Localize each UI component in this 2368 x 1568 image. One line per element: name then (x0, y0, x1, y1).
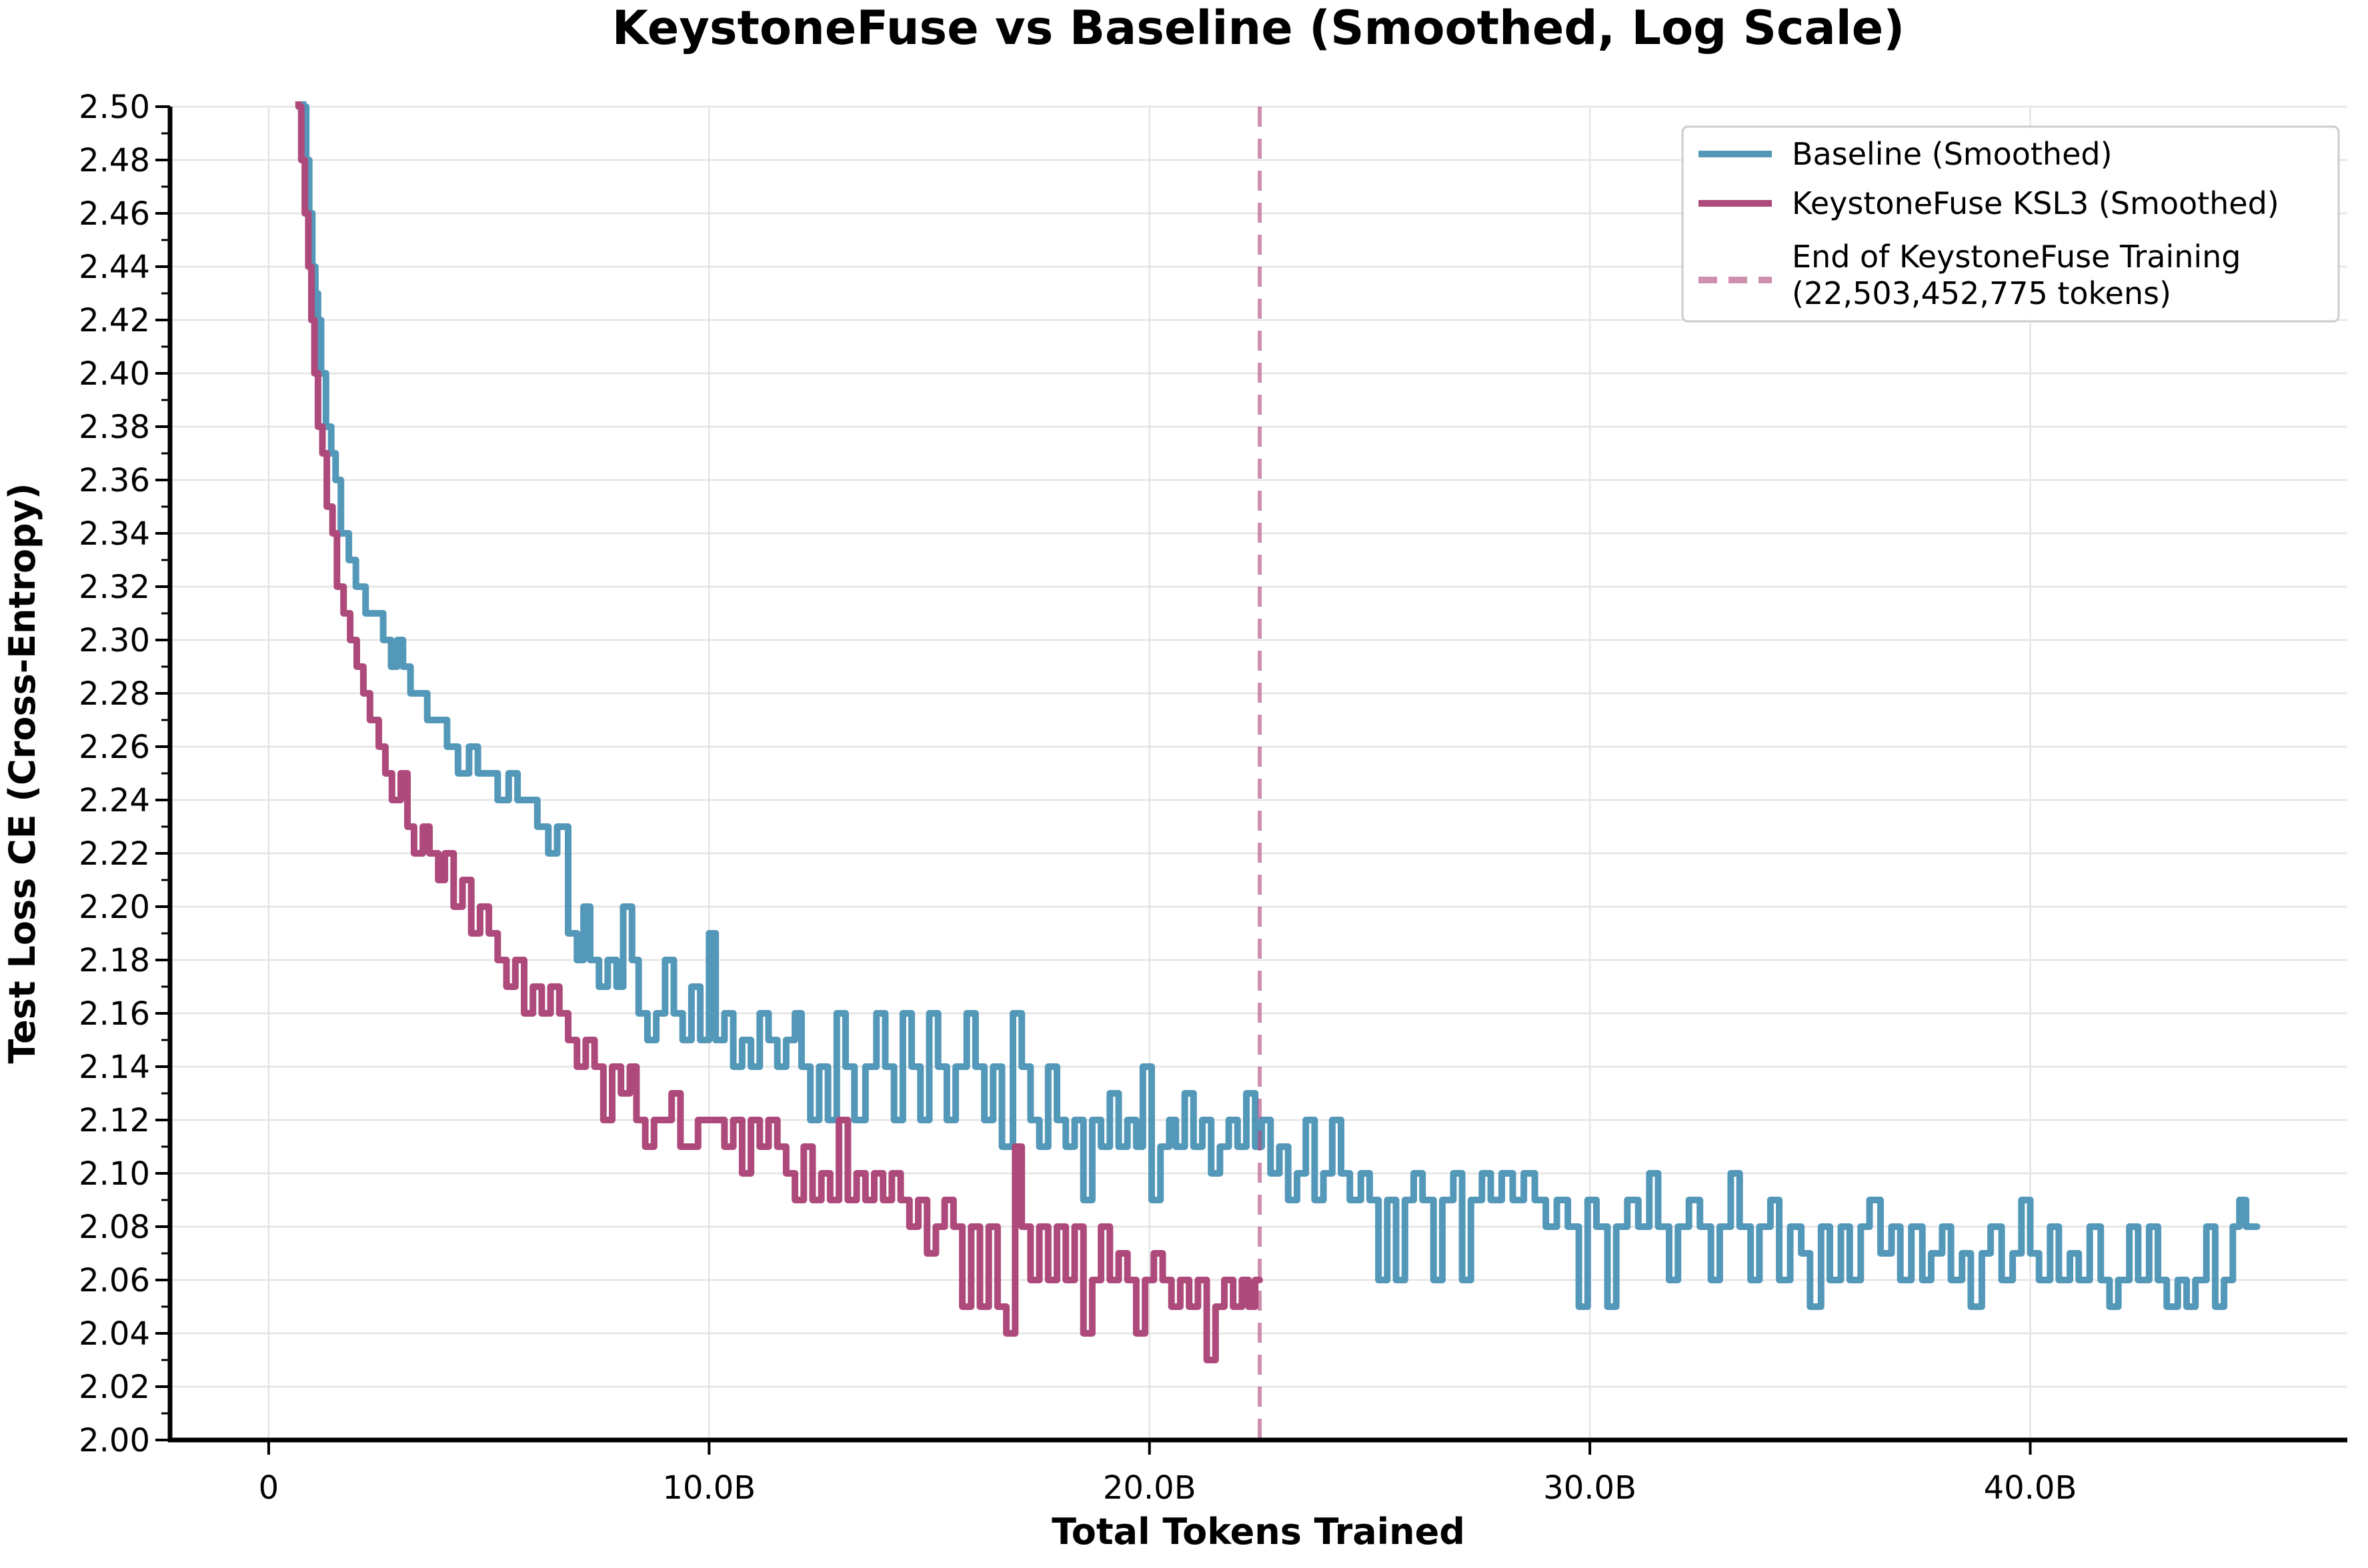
tick-labels: 2.00 2.02 2.04 2.06 2.08 2.10 2.12 2.14 2.16 2.18… (79, 89, 2077, 1507)
x-tick-label: 40.0B (1984, 1469, 2077, 1507)
y-tick-label: 2.20 (79, 889, 150, 926)
y-tick-label: 2.28 (79, 675, 150, 713)
y-tick-label: 2.16 (79, 995, 150, 1033)
y-tick-label: 2.14 (79, 1049, 150, 1086)
y-tick-label: 2.00 (79, 1422, 150, 1459)
legend-label-vline-line2: (22,503,452,775 tokens) (1792, 275, 2171, 311)
y-tick-label: 2.50 (79, 89, 150, 126)
legend-label-keystonefuse: KeystoneFuse KSL3 (Smoothed) (1792, 185, 2279, 221)
y-tick-label: 2.44 (79, 249, 150, 286)
y-tick-label: 2.40 (79, 355, 150, 393)
y-tick-label: 2.12 (79, 1102, 150, 1139)
y-tick-label: 2.02 (79, 1369, 150, 1406)
legend-box (1681, 125, 2340, 323)
legend: Baseline (Smoothed) KeystoneFuse KSL3 (S… (1681, 125, 2340, 323)
y-tick-label: 2.04 (79, 1315, 150, 1353)
axis-ticks (155, 105, 2032, 1455)
y-tick-label: 2.22 (79, 835, 150, 873)
x-tick-label: 20.0B (1103, 1469, 1196, 1507)
y-tick-label: 2.32 (79, 569, 150, 606)
y-tick-label: 2.08 (79, 1209, 150, 1246)
legend-label-vline-line1: End of KeystoneFuse Training (1792, 239, 2241, 275)
y-tick-label: 2.34 (79, 515, 150, 553)
y-tick-label: 2.48 (79, 142, 150, 179)
y-tick-label: 2.24 (79, 782, 150, 819)
y-tick-label: 2.42 (79, 302, 150, 339)
x-tick-label: 0 (259, 1469, 279, 1507)
series-lines (295, 101, 2261, 1363)
y-axis-label: Test Loss CE (Cross-Entropy) (1, 483, 43, 1063)
y-tick-label: 2.26 (79, 729, 150, 766)
y-tick-label: 2.30 (79, 622, 150, 659)
y-tick-label: 2.10 (79, 1155, 150, 1193)
x-tick-label: 30.0B (1543, 1469, 1636, 1507)
y-tick-label: 2.36 (79, 462, 150, 499)
x-axis-label: Total Tokens Trained (1052, 1511, 1465, 1553)
x-tick-label: 10.0B (662, 1469, 756, 1507)
chart-title: KeystoneFuse vs Baseline (Smoothed, Log … (612, 1, 1905, 55)
y-tick-label: 2.18 (79, 942, 150, 979)
legend-label-baseline: Baseline (Smoothed) (1792, 136, 2113, 172)
y-tick-label: 2.06 (79, 1262, 150, 1299)
y-tick-label: 2.46 (79, 195, 150, 233)
y-tick-label: 2.38 (79, 409, 150, 446)
